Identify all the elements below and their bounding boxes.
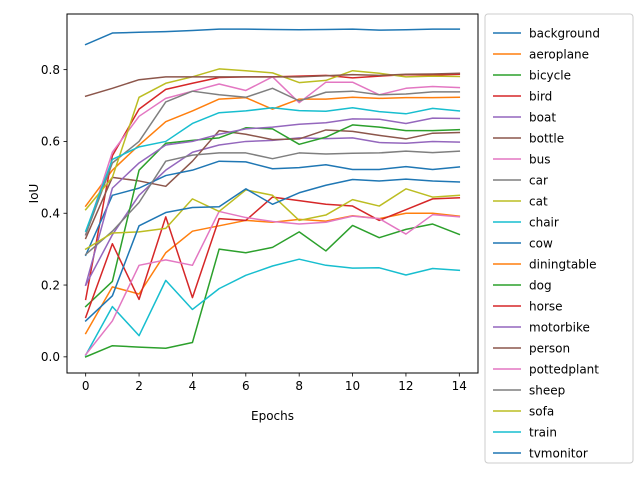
series-line-bottle [84,129,461,240]
series-line-pottedplant [84,210,461,356]
legend-label-bus: bus [529,152,550,166]
series-line-cat [84,68,461,211]
y-tick-label: 0.4 [41,207,60,221]
x-tick-label: 14 [452,379,467,393]
series-line-background [84,28,461,46]
series-line-chair [84,258,461,357]
y-axis-label: IoU [27,184,41,204]
legend-label-car: car [529,173,548,187]
plot-area [84,28,461,358]
legend-label-background: background [529,26,600,40]
legend-label-cow: cow [529,236,553,250]
legend-label-person: person [529,341,570,355]
legend-label-motorbike: motorbike [529,320,590,334]
y-axis: 0.0 0.2 0.4 0.6 0.8 [41,63,67,364]
x-tick-label: 8 [295,379,303,393]
legend-label-boat: boat [529,110,556,124]
legend: background aeroplane bicycle bird boat bottle… [484,13,634,464]
x-tick-label: 2 [135,379,143,393]
legend-label-horse: horse [529,299,563,313]
x-tick-label: 4 [189,379,197,393]
x-axis-label: Epochs [251,409,294,423]
legend-label-bird: bird [529,89,552,103]
y-tick-label: 0.0 [41,350,60,364]
legend-label-bicycle: bicycle [529,68,571,82]
legend-label-pottedplant: pottedplant [529,362,599,376]
legend-label-bottle: bottle [529,131,564,145]
legend-box [484,13,634,464]
series-line-cow [84,160,461,257]
axes-frame [66,13,479,374]
series-line-horse [84,196,461,319]
legend-label-aeroplane: aeroplane [529,47,589,61]
legend-label-train: train [529,425,557,439]
series-line-aeroplane [84,96,461,208]
legend-label-sofa: sofa [529,404,554,418]
legend-label-dog: dog [529,278,552,292]
legend-label-tvmonitor: tvmonitor [529,446,588,460]
series-line-motorbike [84,117,461,286]
series-line-tvmonitor [84,178,461,323]
y-tick-label: 0.8 [41,63,60,77]
series-line-car [84,87,461,236]
y-tick-label: 0.6 [41,135,60,149]
series-line-sofa [84,188,461,251]
legend-label-cat: cat [529,194,548,208]
x-axis: 0 2 4 6 8 10 12 14 [82,373,467,393]
series-line-bicycle [84,223,461,358]
series-line-dog [84,124,461,308]
x-tick-label: 12 [398,379,413,393]
legend-label-sheep: sheep [529,383,565,397]
x-tick-label: 0 [82,379,90,393]
series-line-train [84,106,461,233]
x-tick-label: 6 [242,379,250,393]
series-line-sheep [84,150,461,256]
y-tick-label: 0.2 [41,278,60,292]
x-tick-label: 10 [345,379,360,393]
legend-label-chair: chair [529,215,559,229]
series-line-person [84,72,461,98]
legend-label-diningtable: diningtable [529,257,597,271]
